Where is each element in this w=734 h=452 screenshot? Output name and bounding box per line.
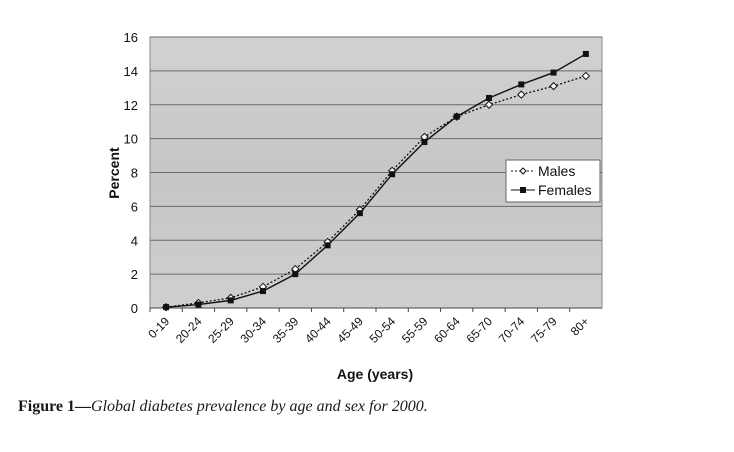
x-tick-label: 70-74 [496,314,528,346]
data-point-males [517,90,526,99]
data-point-males [581,71,591,81]
data-point-females [195,301,202,308]
data-point-females [582,50,589,57]
x-tick-label: 60-64 [431,314,463,346]
y-axis-label: Percent [106,147,122,199]
data-point-females [356,210,363,217]
legend-marker [520,187,526,193]
y-tick-label: 2 [131,267,138,282]
x-tick-label: 20-24 [173,314,205,346]
x-tick-label: 45-49 [334,314,366,346]
data-point-females [453,113,460,120]
data-point-females [550,69,557,76]
y-tick-label: 14 [124,64,138,79]
x-tick-label: 25-29 [205,314,237,346]
x-tick-label: 65-70 [464,314,496,346]
series-line-males [166,75,587,308]
data-point-females [486,94,492,101]
x-tick-label: 40-44 [302,314,334,346]
y-tick-label: 6 [131,199,138,214]
figure-caption: Figure 1—Global diabetes prevalence by a… [18,398,428,416]
y-tick-label: 0 [131,301,138,316]
caption-text: Global diabetes prevalence by age and se… [91,398,428,415]
data-point-females [260,288,266,295]
legend-label: Males [538,163,575,179]
data-point-females [292,271,299,278]
data-point-females [518,81,525,88]
data-point-females [163,304,170,311]
x-tick-label: 50-54 [367,314,399,346]
y-tick-label: 10 [124,132,138,147]
data-point-females [227,297,234,304]
x-tick-label: 30-34 [238,314,270,346]
x-tick-label: 55-59 [399,314,431,346]
data-point-males [549,81,558,91]
y-tick-label: 4 [131,233,138,248]
x-tick-label: 80+ [568,314,592,338]
data-point-females [389,171,396,178]
data-point-females [324,242,331,249]
line-chart: 0 2 4 6 8 10 12 14 16 0-19 20-24 25-29 30-34 35-39 40-… [106,30,603,382]
data-point-females [421,139,428,146]
legend-box [505,159,601,203]
x-tick-label: 35-39 [270,314,302,346]
legend-label: Females [538,182,592,198]
caption-label: Figure 1— [18,398,92,415]
legend-marker [519,167,527,175]
y-tick-label: 16 [124,30,138,45]
series-line-females [166,53,587,308]
x-tick-label: 75-79 [528,314,560,346]
x-axis-label: Age (years) [337,366,413,382]
data-point-males [484,100,494,109]
y-tick-label: 8 [131,166,138,181]
y-tick-label: 12 [124,98,138,113]
x-tick-label: 0-19 [145,314,172,341]
